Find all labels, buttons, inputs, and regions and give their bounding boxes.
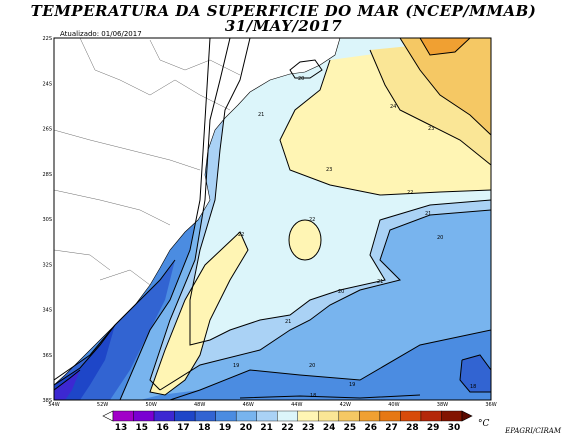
latitude-label: 32S (42, 262, 52, 268)
latitude-labels: 22S 24S 26S 28S 30S 32S 34S 36S 38S (42, 36, 52, 404)
colorbar-tick-label: 29 (427, 423, 440, 433)
sst-eddy-23 (289, 220, 321, 260)
sst-band-26 (420, 38, 470, 55)
latitude-label: 22S (42, 36, 52, 42)
colorbar-tick-label: 16 (156, 423, 169, 433)
contour-label: 20 (338, 289, 344, 295)
colorbar-swatch (194, 410, 216, 422)
map-title: TEMPERATURA DA SUPERFICIE DO MAR (NCEP/M… (30, 2, 537, 20)
colorbar-swatch (133, 410, 155, 422)
contour-label: 20 (437, 235, 443, 241)
colorbar-swatch (400, 410, 422, 422)
contour-label: 21 (377, 279, 383, 285)
contour-label: 22 (407, 190, 413, 196)
colorbar-tick-label: 13 (115, 423, 128, 433)
colorbar-tick-label: 30 (448, 423, 461, 433)
latitude-label: 26S (42, 127, 52, 133)
colorbar-swatch (256, 410, 278, 422)
latitude-label: 30S (42, 217, 52, 223)
colorbar-swatch (359, 410, 381, 422)
colorbar-swatch (112, 410, 134, 422)
colorbar-tick-label: 22 (281, 423, 294, 433)
contour-label: 24 (390, 104, 396, 110)
colorbar-tick-label: 15 (136, 423, 149, 433)
colorbar-swatch (441, 410, 463, 422)
colorbar-tick-label: 25 (344, 423, 357, 433)
contour-label: 22 (309, 217, 315, 223)
colorbar-low-arrow (102, 410, 114, 422)
colorbar-tick-label: 20 (240, 423, 253, 433)
contour-label: 23 (326, 167, 332, 173)
longitude-label: 40W (388, 402, 399, 408)
sst-band-25 (400, 38, 491, 135)
contour-label: 20 (309, 363, 315, 369)
latitude-label: 36S (42, 353, 52, 359)
longitude-label: 54W (48, 402, 59, 408)
longitude-label: 42W (340, 402, 351, 408)
longitude-label: 52W (97, 402, 108, 408)
latitude-label: 24S (42, 81, 52, 87)
colorbar-tick-label: 28 (406, 423, 419, 433)
contour-label: 20 (298, 76, 304, 82)
borders (54, 38, 241, 286)
colorbar-swatch (215, 410, 237, 422)
contour-label: 22 (238, 232, 244, 238)
map-date: 31/MAY/2017 (224, 17, 343, 35)
colorbar-tick-label: 23 (302, 423, 315, 433)
latitude-label: 34S (42, 308, 52, 314)
contour-label: 18 (310, 393, 316, 399)
longitude-label: 46W (243, 402, 254, 408)
colorbar-swatch (153, 410, 175, 422)
longitude-label: 38W (437, 402, 448, 408)
contour-label: 21 (425, 211, 431, 217)
latitude-label: 28S (42, 172, 52, 178)
colorbar-swatch (174, 410, 196, 422)
contour-value-labels: 20 21 22 22 23 23 22 21 20 21 20 21 19 2… (233, 76, 476, 399)
latitude-label: 38S (42, 398, 52, 404)
contour-lines (54, 38, 491, 400)
colorbar-swatch (277, 410, 298, 422)
longitude-label: 50W (145, 402, 156, 408)
land-south-america (54, 38, 341, 386)
longitude-label: 48W (194, 402, 205, 408)
colorbar-tick-label: 17 (177, 423, 190, 433)
colorbar-high-arrow (461, 410, 473, 422)
sst-patch-18 (460, 355, 491, 392)
contour-label: 21 (285, 319, 291, 325)
colorbar-swatch (318, 410, 340, 422)
contour-label: 19 (233, 363, 239, 369)
unit-label: °C (478, 419, 490, 429)
longitude-label: 36W (485, 402, 496, 408)
colorbar-swatch (338, 410, 360, 422)
credit-text: EPAGRI/CIRAM (505, 427, 561, 435)
colorbar-tick-label: 18 (198, 423, 211, 433)
colorbar-swatch (297, 410, 319, 422)
map-frame (53, 37, 492, 401)
contour-label: 21 (258, 112, 264, 118)
colorbar-swatch (420, 410, 442, 422)
longitude-label: 44W (291, 402, 302, 408)
longitude-labels: 54W 52W 50W 48W 46W 44W 42W 40W 38W 36W (48, 402, 496, 408)
contour-label: 23 (428, 126, 434, 132)
contour-label: 18 (470, 384, 476, 390)
updated-date: Atualizado: 01/06/2017 (60, 30, 142, 38)
colorbar: 13 15 16 17 18 19 20 21 22 23 24 25 26 27 28 29 30 °C (102, 410, 490, 433)
sst-coastal-16 (54, 370, 80, 400)
contour-label: 19 (349, 382, 355, 388)
colorbar-tick-label: 21 (260, 423, 273, 433)
colorbar-tick-label: 26 (364, 423, 377, 433)
colorbar-tick-label: 27 (385, 423, 398, 433)
colorbar-swatch (235, 410, 257, 422)
sst-tongue-23 (150, 232, 248, 395)
colorbar-swatch (379, 410, 401, 422)
colorbar-tick-label: 19 (219, 423, 232, 433)
colorbar-tick-label: 24 (323, 423, 336, 433)
